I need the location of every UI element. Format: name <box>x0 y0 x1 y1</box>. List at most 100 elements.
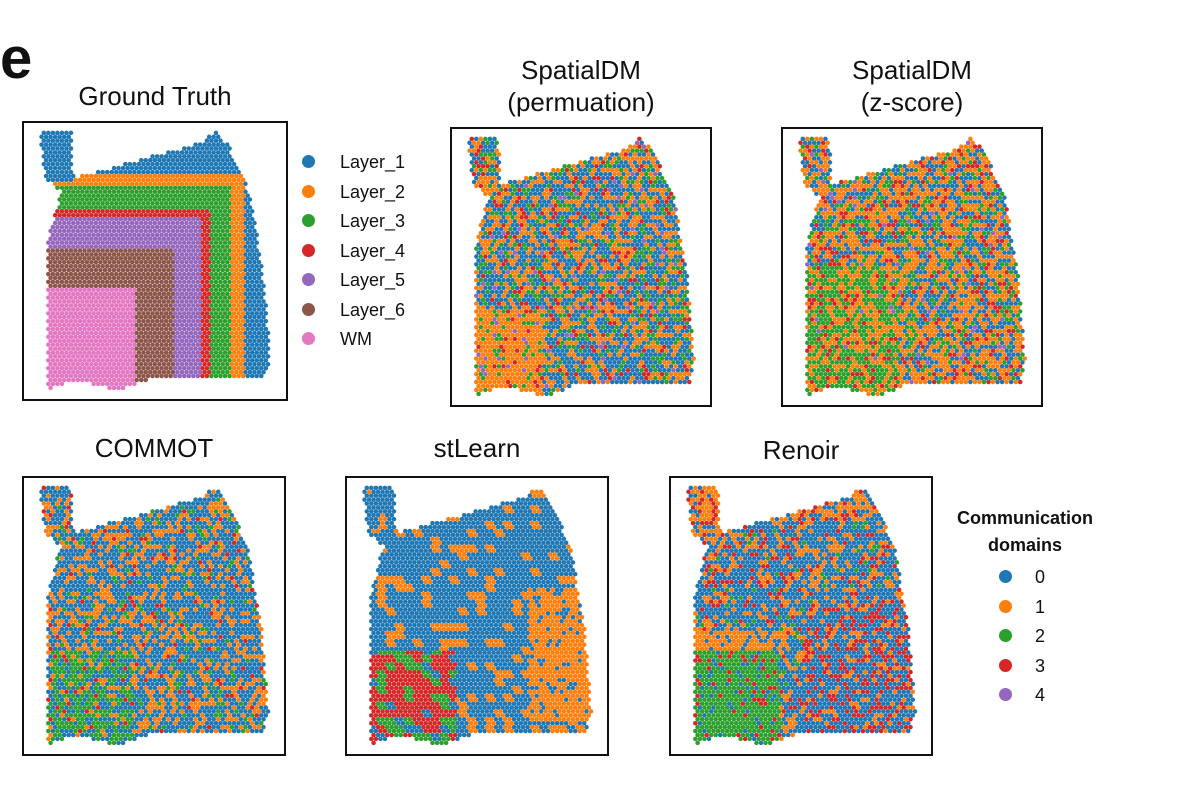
spot-marker <box>607 336 613 342</box>
spot-marker <box>204 318 210 324</box>
spot-marker <box>231 334 237 340</box>
spot-marker <box>91 248 96 253</box>
spot-marker <box>220 212 226 218</box>
spot-marker <box>64 177 69 183</box>
spot-marker <box>184 314 189 320</box>
spot-marker <box>52 330 58 336</box>
spot-marker <box>48 322 53 328</box>
spot-marker <box>98 220 103 226</box>
spot-marker <box>143 283 149 289</box>
spot-marker <box>544 328 549 334</box>
spot-marker <box>510 269 515 275</box>
spot-marker <box>607 187 613 193</box>
spot-marker <box>487 254 493 259</box>
spot-marker <box>641 324 647 330</box>
spot-marker <box>612 320 617 326</box>
spot-marker <box>632 285 638 291</box>
spot-marker <box>200 303 205 308</box>
spot-marker <box>612 242 617 247</box>
spot-marker <box>639 226 644 232</box>
spot-marker <box>150 161 155 167</box>
spot-marker <box>80 354 85 359</box>
spot-marker <box>467 140 472 146</box>
spot-marker <box>143 267 149 273</box>
spot-marker <box>209 318 214 324</box>
spot-marker <box>634 281 640 287</box>
spot-marker <box>195 263 201 269</box>
spot-marker <box>646 246 651 251</box>
spot-marker <box>100 185 105 191</box>
spot-marker <box>263 303 269 308</box>
spot-marker <box>585 242 590 247</box>
spot-marker <box>637 183 642 189</box>
spot-marker <box>564 215 570 220</box>
spot-marker <box>59 177 65 183</box>
spot-marker <box>578 324 583 330</box>
spot-marker <box>492 215 497 220</box>
spot-marker <box>118 240 124 245</box>
spot-marker <box>476 266 481 271</box>
spot-marker <box>181 279 187 285</box>
spot-marker <box>476 313 481 318</box>
spot-marker <box>677 317 683 322</box>
spot-marker <box>197 275 203 281</box>
spot-marker <box>222 256 228 261</box>
spot-marker <box>211 314 216 320</box>
spot-marker <box>261 354 266 359</box>
spot-marker <box>154 287 160 293</box>
spot-marker <box>111 267 117 273</box>
spot-marker <box>48 377 53 383</box>
spot-marker <box>684 313 690 318</box>
spot-marker <box>100 295 105 300</box>
spot-marker <box>107 338 112 344</box>
spot-marker <box>179 150 185 155</box>
spot-marker <box>249 350 255 355</box>
spot-marker <box>621 156 626 161</box>
spot-marker <box>120 244 126 249</box>
spot-marker <box>82 365 87 371</box>
spot-marker <box>243 236 248 241</box>
spot-marker <box>152 275 158 281</box>
spot-marker <box>127 224 133 230</box>
spot-marker <box>150 248 155 253</box>
spot-marker <box>152 291 158 296</box>
spot-marker <box>120 236 126 241</box>
spot-marker <box>625 171 631 177</box>
spot-marker <box>191 271 196 277</box>
spot-marker <box>213 209 219 214</box>
spot-marker <box>229 189 235 194</box>
spot-marker <box>675 352 681 357</box>
spot-marker <box>652 328 658 334</box>
spot-marker <box>634 140 640 146</box>
spot-marker <box>532 317 538 322</box>
spot-marker <box>564 332 570 338</box>
spot-marker <box>637 167 642 173</box>
spot-marker <box>680 281 685 287</box>
spot-marker <box>98 236 103 241</box>
spot-marker <box>123 381 128 387</box>
spot-marker <box>236 271 241 277</box>
spot-marker <box>175 307 180 312</box>
spot-marker <box>587 293 592 299</box>
spot-marker <box>600 238 606 244</box>
spot-marker <box>664 262 669 267</box>
spot-marker <box>52 283 58 289</box>
spot-marker <box>84 252 90 257</box>
spot-marker <box>52 267 58 273</box>
spot-marker <box>129 165 135 171</box>
spot-marker <box>64 287 69 293</box>
spot-marker <box>526 313 531 318</box>
spot-marker <box>254 334 260 340</box>
spot-marker <box>141 326 146 332</box>
spot-marker <box>532 191 538 197</box>
spot-marker <box>86 342 92 347</box>
spot-marker <box>664 269 669 275</box>
spot-marker <box>222 232 228 238</box>
spot-marker <box>231 358 237 363</box>
spot-marker <box>560 285 565 291</box>
spot-marker <box>143 189 149 194</box>
spot-marker <box>555 269 561 275</box>
spot-marker <box>249 334 255 340</box>
spot-marker <box>197 228 203 234</box>
spot-marker <box>517 250 522 255</box>
